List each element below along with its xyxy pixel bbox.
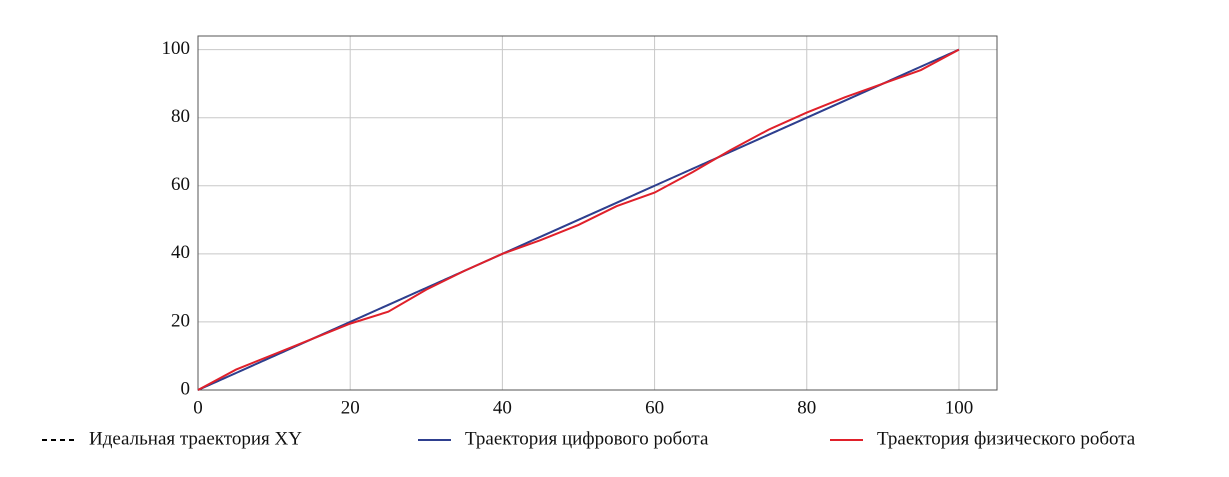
plot-frame bbox=[197, 35, 998, 391]
y-tick-label: 0 bbox=[181, 378, 191, 399]
y-tick-label: 20 bbox=[171, 310, 190, 331]
legend-label: Траектория физического робота bbox=[877, 428, 1136, 449]
x-tick-label: 80 bbox=[797, 397, 816, 418]
series-line bbox=[197, 48, 960, 391]
x-tick-label: 40 bbox=[493, 397, 512, 418]
y-tick-label: 40 bbox=[171, 242, 190, 263]
x-tick-label: 0 bbox=[193, 397, 203, 418]
y-tick-label: 100 bbox=[162, 38, 191, 59]
y-tick-label: 80 bbox=[171, 106, 190, 127]
x-tick-label: 60 bbox=[645, 397, 664, 418]
legend-label: Траектория цифрового робота bbox=[465, 428, 709, 449]
x-tick-label: 100 bbox=[945, 397, 974, 418]
y-tick-label: 60 bbox=[171, 174, 190, 195]
x-tick-label: 20 bbox=[341, 397, 360, 418]
legend-label: Идеальная траектория XY bbox=[89, 428, 302, 449]
